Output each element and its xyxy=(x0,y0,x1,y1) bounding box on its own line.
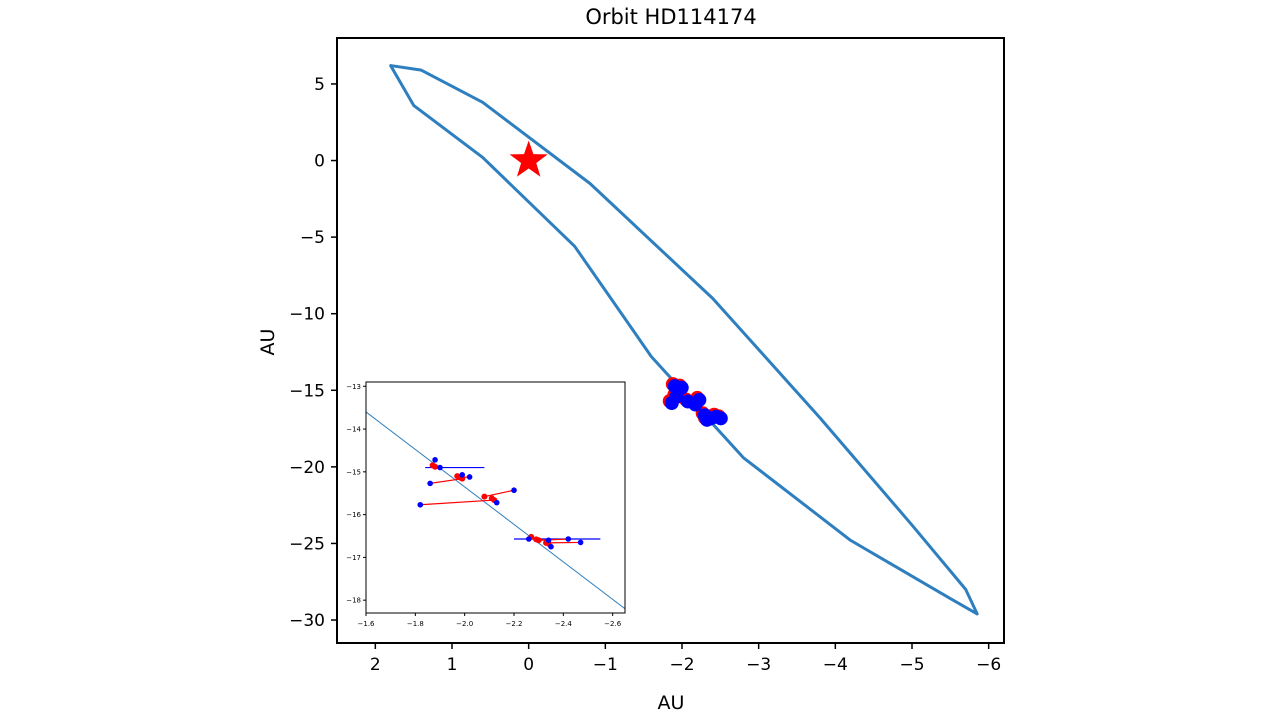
inset-model-point xyxy=(432,463,439,470)
inset-observation-point xyxy=(548,543,554,550)
residual-line xyxy=(420,499,495,506)
inset-y-tick-label: −14 xyxy=(346,426,361,434)
inset-x-tick-label: −2.0 xyxy=(456,620,473,628)
inset-observation-point xyxy=(432,457,438,463)
inset-observation-point xyxy=(577,539,584,546)
inset-observation-point xyxy=(459,472,466,478)
orbit-ellipse xyxy=(389,64,979,616)
residual-line xyxy=(538,538,569,541)
host-star-marker xyxy=(509,140,548,177)
y-tick-label: −10 xyxy=(289,305,325,325)
inset-observation-point xyxy=(427,480,433,487)
inset-observation-point xyxy=(511,487,517,494)
inset-y-tick-label: −18 xyxy=(346,597,361,605)
observation-point xyxy=(688,397,703,412)
inset-model-point xyxy=(481,493,488,500)
inset-observation-point xyxy=(493,499,500,506)
y-tick-label: 0 xyxy=(314,152,325,172)
main-plot-area: 2 1 0 −1 −2 −3 −4 −5 −6 5 0 −5 −10 −15 −20 −25 −30 xyxy=(289,37,1005,675)
observation-point xyxy=(700,412,714,427)
inset-observation-point xyxy=(417,501,424,508)
inset-observation-point xyxy=(437,464,443,471)
inset-y-tick-label: −15 xyxy=(346,468,361,476)
inset-observation-point xyxy=(466,474,473,480)
inset-x-tick-label: −2.6 xyxy=(604,620,622,628)
x-tick-label: −6 xyxy=(976,655,1001,675)
y-tick-label: −30 xyxy=(289,611,325,631)
x-tick-label: −3 xyxy=(746,655,771,675)
x-tick-label: 1 xyxy=(447,655,458,675)
y-tick-label: −5 xyxy=(300,228,325,248)
inset-model-point xyxy=(535,537,542,544)
inset-frame xyxy=(365,381,626,614)
residual-line xyxy=(430,478,463,484)
x-tick-label: −2 xyxy=(669,655,694,675)
y-axis-label: AU xyxy=(257,329,279,356)
x-tick-label: −1 xyxy=(593,655,618,675)
y-tick-label: −15 xyxy=(289,381,325,401)
x-tick-label: −5 xyxy=(899,655,924,675)
main-plot-frame xyxy=(336,37,1005,644)
inset-x-tick-label: −1.8 xyxy=(407,620,424,628)
x-tick-label: −4 xyxy=(823,655,848,675)
inset-x-tick-label: −2.4 xyxy=(555,620,573,628)
x-tick-label: 2 xyxy=(370,655,381,675)
observation-point xyxy=(713,411,728,426)
y-tick-label: −20 xyxy=(289,458,325,478)
inset-observation-point xyxy=(545,537,552,544)
inset-y-tick-label: −16 xyxy=(346,511,361,519)
inset-orbit-line xyxy=(366,411,625,610)
inset-observation-point xyxy=(565,536,572,542)
chart-title: Orbit HD114174 xyxy=(585,5,756,29)
inset-y-tick-label: −17 xyxy=(346,554,361,562)
inset-observation-point xyxy=(526,536,532,542)
residual-line xyxy=(484,489,515,498)
y-tick-label: 5 xyxy=(314,75,325,95)
observation-point xyxy=(669,389,684,404)
inset-plot-area: −1.6 −1.8 −2.0 −2.2 −2.4 −2.6 −13 −14 −15 −16 −17 −… xyxy=(346,381,626,628)
inset-content xyxy=(366,411,625,610)
inset-x-tick-label: −2.2 xyxy=(506,620,523,628)
x-axis-label: AU xyxy=(658,692,685,714)
x-tick-label: 0 xyxy=(523,655,534,675)
y-tick-label: −25 xyxy=(289,534,325,554)
inset-x-tick-label: −1.6 xyxy=(358,620,376,628)
inset-y-tick-label: −13 xyxy=(346,383,361,391)
